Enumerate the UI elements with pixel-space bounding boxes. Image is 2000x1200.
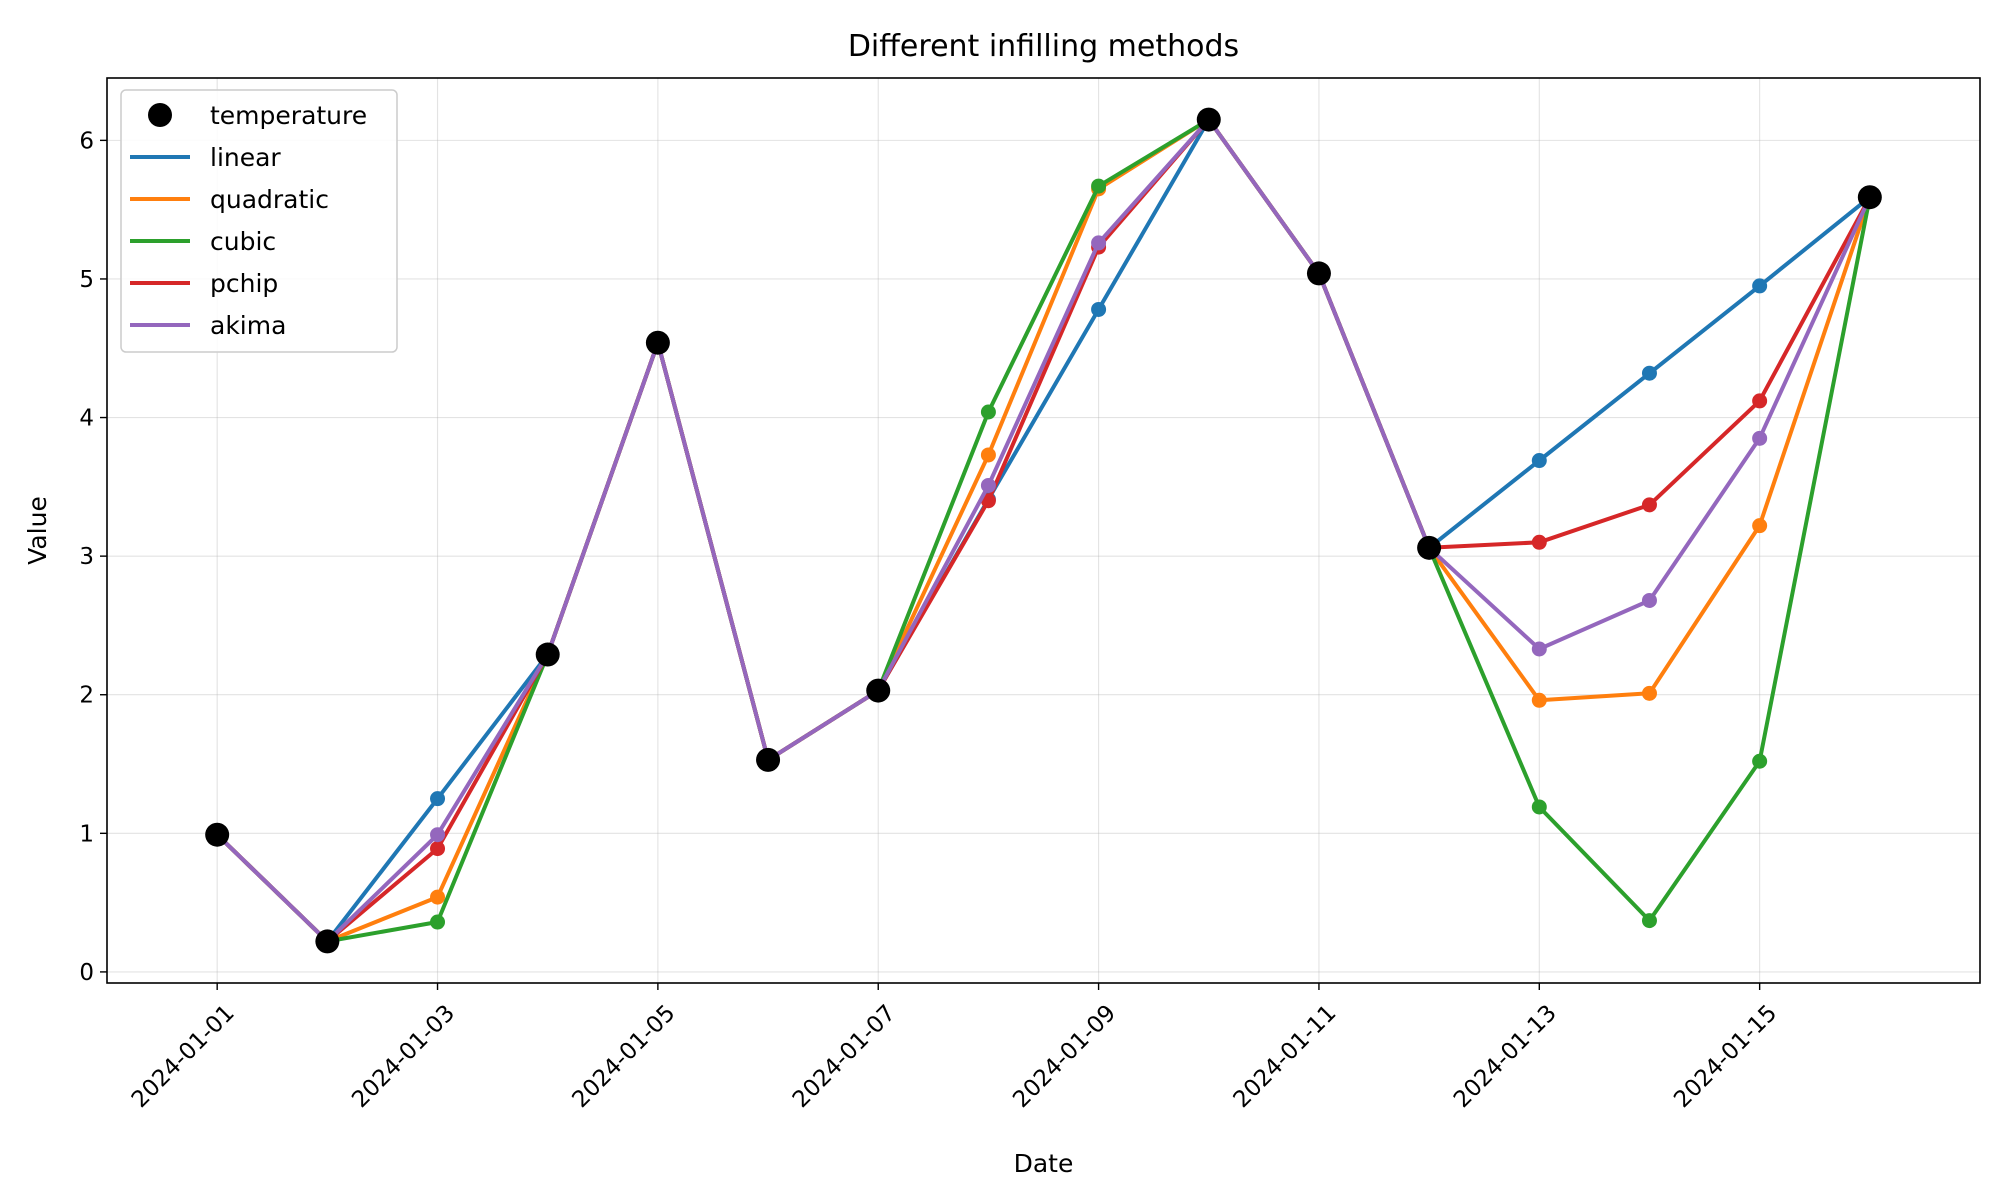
y-tick-label: 5 [79, 267, 94, 293]
data-point-linear [1752, 278, 1768, 294]
legend-item-pchip: pchip [130, 269, 278, 298]
data-point-akima [980, 477, 996, 493]
observed-point [645, 330, 670, 355]
data-point-cubic [1531, 799, 1547, 815]
y-tick-label: 1 [79, 821, 94, 847]
chart-title: Different infilling methods [848, 29, 1239, 64]
legend-item-temperature: temperature [148, 101, 367, 130]
observed-point [866, 678, 891, 703]
y-tick-label: 6 [79, 128, 94, 154]
data-point-cubic [1752, 753, 1768, 769]
legend-label: akima [210, 311, 286, 340]
y-axis: 0 1 2 3 4 5 6 [79, 128, 107, 986]
data-point-pchip [430, 841, 446, 857]
legend-marker [148, 103, 172, 127]
y-tick-label: 3 [79, 544, 94, 570]
data-point-linear [430, 791, 446, 807]
legend-label: temperature [210, 101, 367, 130]
legend-label: cubic [210, 227, 276, 256]
data-point-akima [430, 827, 446, 843]
observed-points [205, 107, 1882, 954]
legend-item-linear: linear [130, 143, 281, 172]
data-point-quadratic [1752, 518, 1768, 534]
observed-point [1196, 107, 1221, 132]
data-point-akima [1752, 430, 1768, 446]
legend-label: pchip [210, 269, 278, 298]
data-point-cubic [430, 914, 446, 930]
series-line-pchip [215, 117, 1872, 944]
data-point-quadratic [1531, 692, 1547, 708]
legend: temperature linear quadratic cubic pchip akim… [120, 89, 398, 353]
series-line-linear [215, 117, 1872, 944]
data-point-linear [1641, 365, 1657, 381]
y-axis-label: Value [23, 496, 52, 565]
data-point-quadratic [430, 889, 446, 905]
series-line-cubic [215, 117, 1872, 944]
data-point-cubic [1091, 178, 1107, 194]
legend-item-quadratic: quadratic [130, 185, 329, 214]
data-point-cubic [1641, 913, 1657, 929]
observed-point [1857, 185, 1882, 210]
data-point-akima [1531, 641, 1547, 657]
observed-point [1306, 261, 1331, 286]
observed-point [756, 747, 781, 772]
data-point-akima [1091, 235, 1107, 251]
observed-point [315, 929, 340, 954]
data-point-quadratic [1641, 685, 1657, 701]
observed-point [535, 642, 560, 667]
observed-point [205, 822, 230, 847]
legend-item-akima: akima [130, 311, 286, 340]
legend-item-cubic: cubic [130, 227, 276, 256]
series-line-quadratic [215, 117, 1872, 944]
plot-frame [106, 77, 1981, 984]
observed-point [1417, 535, 1442, 560]
data-point-pchip [980, 493, 996, 509]
legend-label: quadratic [210, 185, 329, 214]
data-point-linear [1531, 453, 1547, 469]
data-point-pchip [1531, 534, 1547, 550]
y-tick-label: 2 [79, 683, 94, 709]
series-line-akima [215, 117, 1872, 944]
data-point-linear [1091, 301, 1107, 317]
data-point-akima [1641, 592, 1657, 608]
legend-label: linear [210, 143, 281, 172]
data-point-cubic [980, 404, 996, 420]
data-point-quadratic [980, 447, 996, 463]
y-tick-label: 4 [79, 406, 94, 432]
y-tick-label: 0 [79, 960, 94, 986]
x-axis-label: Date [1014, 1149, 1074, 1178]
data-point-pchip [1641, 497, 1657, 513]
data-point-pchip [1752, 393, 1768, 409]
